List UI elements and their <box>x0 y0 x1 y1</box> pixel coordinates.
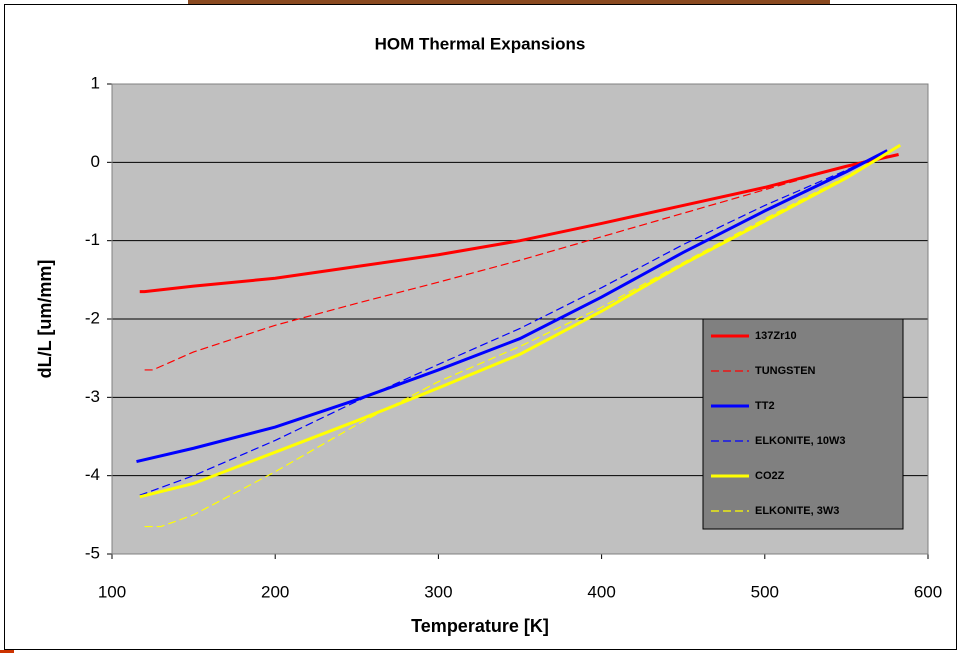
chart-title: HOM Thermal Expansions <box>375 34 586 53</box>
x-tick-label: 400 <box>587 582 615 601</box>
legend-label: 137Zr10 <box>755 330 797 342</box>
series-line <box>144 144 901 528</box>
legend-label: ELKONITE, 3W3 <box>755 505 839 517</box>
x-tick-label: 200 <box>261 582 289 601</box>
y-tick-label: -4 <box>85 465 100 484</box>
series-line <box>139 153 899 294</box>
y-tick-label: 1 <box>91 73 100 92</box>
legend <box>702 318 904 530</box>
series-line <box>144 153 888 371</box>
y-tick-label: 0 <box>91 152 100 171</box>
series-line <box>139 150 888 496</box>
corner-mark <box>0 650 14 653</box>
plot-border <box>111 83 929 555</box>
series-line <box>139 143 902 499</box>
legend-label: TT2 <box>755 400 775 412</box>
series-line <box>136 149 888 464</box>
photo-strip <box>188 0 830 5</box>
legend-label: CO2Z <box>755 470 785 482</box>
x-axis-label: Temperature [K] <box>411 616 549 636</box>
x-tick-label: 300 <box>424 582 452 601</box>
y-tick-label: -3 <box>85 387 100 406</box>
legend-label: ELKONITE, 10W3 <box>755 435 845 447</box>
y-tick-label: -5 <box>85 543 100 562</box>
y-tick-label: -1 <box>85 230 100 249</box>
y-tick-label: -2 <box>85 308 100 327</box>
x-tick-label: 100 <box>98 582 126 601</box>
y-axis-label: dL/L [um/mm] <box>35 260 55 379</box>
x-tick-label: 500 <box>751 582 779 601</box>
x-tick-label: 600 <box>914 582 942 601</box>
legend-label: TUNGSTEN <box>755 365 816 377</box>
